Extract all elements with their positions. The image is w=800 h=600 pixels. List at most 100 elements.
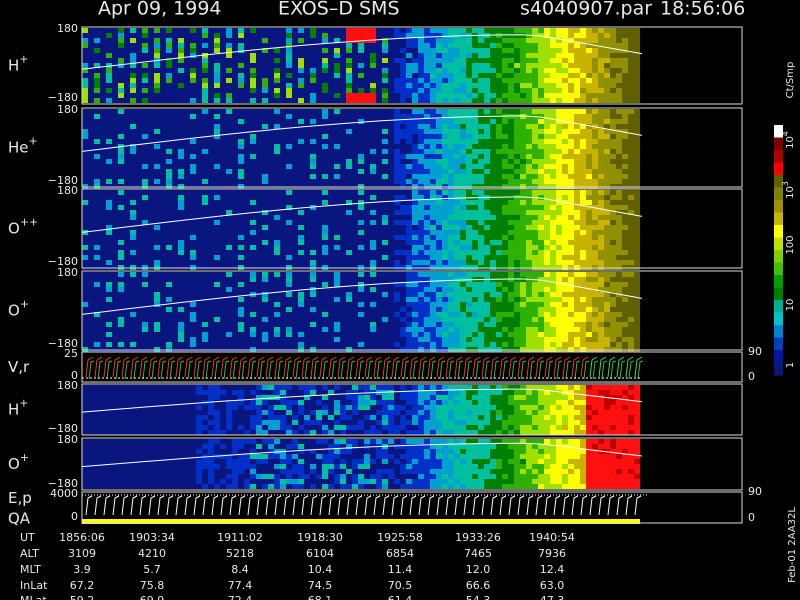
spectrogram-cell bbox=[442, 53, 448, 58]
spectrogram-cell bbox=[520, 88, 526, 93]
spectrogram-cell bbox=[124, 235, 130, 240]
spectrogram-cell bbox=[520, 169, 526, 174]
spectrogram-cell bbox=[172, 139, 178, 144]
spectrogram-cell bbox=[292, 164, 298, 169]
spectrogram-cell bbox=[442, 164, 448, 169]
spectrogram-cell bbox=[472, 255, 478, 260]
spectrogram-cell bbox=[226, 164, 232, 169]
spectrogram-cell bbox=[268, 297, 274, 302]
spectrogram-cell bbox=[214, 88, 220, 93]
spectrogram-cell bbox=[142, 144, 148, 149]
spectrogram-cell bbox=[250, 134, 256, 139]
spectrogram-cell bbox=[256, 43, 262, 48]
spectrogram-cell bbox=[394, 53, 400, 58]
spectrogram-cell bbox=[412, 245, 418, 250]
spectrogram-cell bbox=[130, 33, 136, 38]
spectrogram-cell bbox=[244, 200, 250, 205]
spectrogram-cell bbox=[256, 164, 262, 169]
spectrogram-cell bbox=[538, 220, 544, 225]
spectrogram-cell bbox=[238, 245, 244, 250]
spectrogram-cell bbox=[316, 124, 322, 129]
spectrogram-cell bbox=[442, 83, 448, 88]
spectrogram-cell bbox=[508, 230, 514, 235]
spectrogram-cell bbox=[496, 119, 502, 124]
spectrogram-cell bbox=[238, 139, 244, 144]
spectrogram-cell bbox=[328, 210, 334, 215]
spectrogram-cell bbox=[346, 144, 352, 149]
spectrogram-cell bbox=[400, 255, 406, 260]
spectrogram-cell bbox=[136, 327, 142, 332]
spectrogram-cell bbox=[442, 58, 448, 63]
spectrogram-cell bbox=[454, 195, 460, 200]
spectrogram-cell bbox=[112, 149, 118, 154]
spectrogram-cell bbox=[430, 159, 436, 164]
spectrogram-cell bbox=[166, 220, 172, 225]
spectrogram-cell bbox=[346, 93, 352, 98]
spectrogram-cell bbox=[160, 297, 166, 302]
spectrogram-cell bbox=[178, 277, 184, 282]
spectrogram-cell bbox=[520, 63, 526, 68]
spectrogram-cell bbox=[178, 337, 184, 342]
spectrogram-cell bbox=[274, 98, 280, 103]
spectrogram-cell bbox=[244, 83, 250, 88]
spectrogram-cell bbox=[604, 179, 610, 184]
spectrogram-cell bbox=[454, 58, 460, 63]
spectrogram-cell bbox=[436, 190, 442, 195]
spectrogram-cell bbox=[622, 190, 628, 195]
spectrogram-cell bbox=[244, 78, 250, 83]
spectrogram-cell bbox=[244, 235, 250, 240]
spectrogram-cell bbox=[154, 38, 160, 43]
spectrogram-cell bbox=[232, 63, 238, 68]
spectrogram-cell bbox=[184, 337, 190, 342]
spectrogram-cell bbox=[586, 38, 592, 43]
spectrogram-cell bbox=[88, 73, 94, 78]
spectrogram-cell bbox=[376, 83, 382, 88]
spectrogram-cell bbox=[544, 63, 550, 68]
spectrogram-cell bbox=[430, 149, 436, 154]
spectrogram-cell bbox=[568, 83, 574, 88]
spectrogram-cell bbox=[298, 190, 304, 195]
spectrogram-cell bbox=[94, 322, 100, 327]
spectrogram-cell bbox=[274, 43, 280, 48]
spectrogram-cell bbox=[388, 154, 394, 159]
spectrogram-cell bbox=[484, 190, 490, 195]
spectrogram-cell bbox=[94, 190, 100, 195]
spectrogram-cell bbox=[226, 272, 232, 277]
spectrogram-cell bbox=[400, 48, 406, 53]
spectrogram-cell bbox=[598, 230, 604, 235]
spectrogram-cell bbox=[130, 215, 136, 220]
spectrogram-cell bbox=[436, 119, 442, 124]
spectrogram-cell bbox=[352, 149, 358, 154]
spectrogram-cell bbox=[562, 139, 568, 144]
spectrogram-cell bbox=[208, 287, 214, 292]
spectrogram-cell bbox=[496, 98, 502, 103]
spectrogram-cell bbox=[112, 28, 118, 33]
spectrogram-cell bbox=[604, 255, 610, 260]
spectrogram-cell bbox=[514, 174, 520, 179]
spectrogram-cell bbox=[286, 119, 292, 124]
spectrogram-cell bbox=[382, 98, 388, 103]
spectrogram-cell bbox=[454, 119, 460, 124]
spectrogram-cell bbox=[490, 260, 496, 265]
spectrogram-cell bbox=[388, 109, 394, 114]
spectrogram-cell bbox=[256, 255, 262, 260]
spectrogram-cell bbox=[466, 174, 472, 179]
spectrogram-cell bbox=[232, 230, 238, 235]
spectrogram-cell bbox=[412, 200, 418, 205]
spectrogram-cell bbox=[430, 28, 436, 33]
spectrogram-cell bbox=[568, 73, 574, 78]
spectrogram-cell bbox=[124, 134, 130, 139]
spectrogram-cell bbox=[550, 73, 556, 78]
spectrogram-cell bbox=[268, 287, 274, 292]
spectrogram-cell bbox=[142, 98, 148, 103]
spectrogram-cell bbox=[220, 235, 226, 240]
spectrogram-cell bbox=[430, 78, 436, 83]
spectrogram-cell bbox=[322, 230, 328, 235]
spectrogram-cell bbox=[364, 159, 370, 164]
spectrogram-cell bbox=[262, 98, 268, 103]
spectrogram-cell bbox=[424, 195, 430, 200]
spectrogram-cell bbox=[598, 174, 604, 179]
spectrogram-cell bbox=[202, 38, 208, 43]
spectrogram-cell bbox=[412, 149, 418, 154]
spectrogram-cell bbox=[580, 230, 586, 235]
